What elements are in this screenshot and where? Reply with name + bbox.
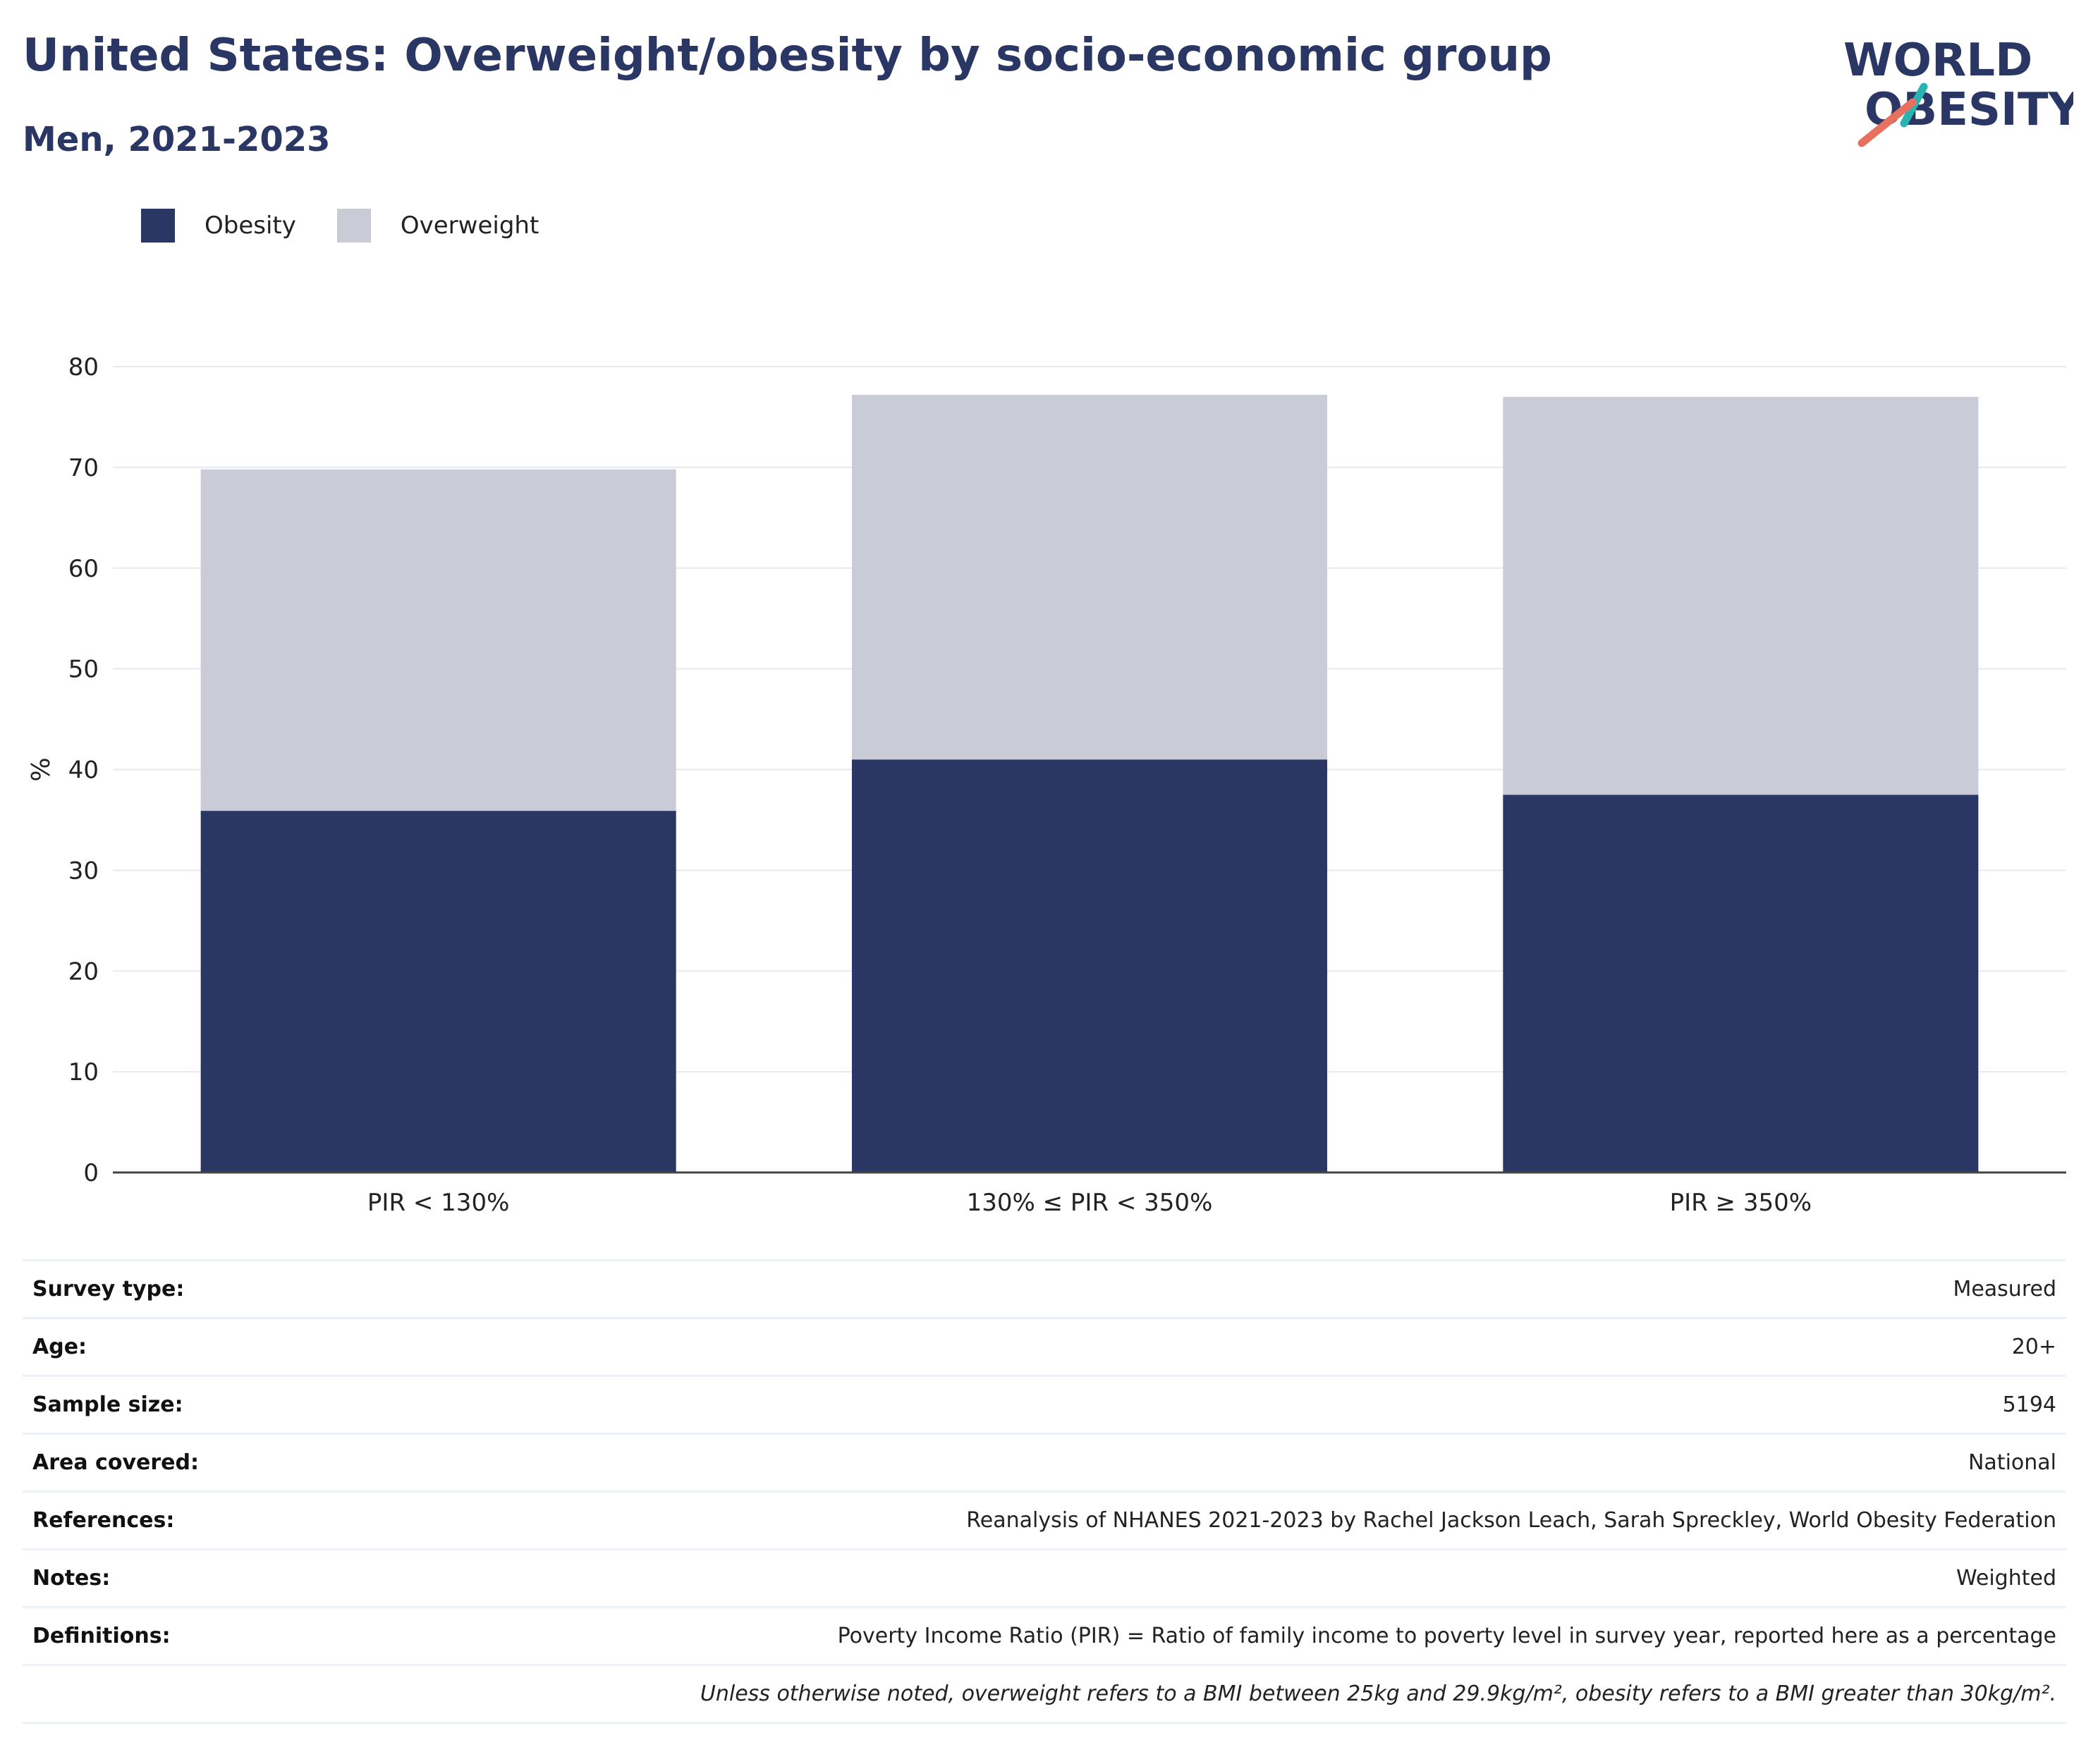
chart-title: United States: Overweight/obesity by soc…: [23, 30, 1552, 82]
chart-legend: Obesity Overweight: [141, 209, 580, 243]
logo-slash-coral: [1858, 98, 1917, 147]
bar-obesity-1: [851, 759, 1328, 1172]
info-row-value: National: [1968, 1450, 2056, 1475]
legend-item-overweight[interactable]: Overweight: [336, 209, 539, 243]
logo-line2: OBESITY: [1865, 84, 2073, 136]
bmi-definition-footnote: Unless otherwise noted, overweight refer…: [700, 1682, 2056, 1706]
y-tick-label: 40: [68, 757, 99, 785]
bar-obesity-2: [1503, 795, 1979, 1172]
info-row: Area covered: National: [23, 1434, 2066, 1492]
x-tick-label: 130% ≤ PIR < 350%: [967, 1189, 1213, 1217]
logo-line1: WORLD: [1843, 35, 2032, 87]
legend-swatch-overweight: [336, 209, 371, 243]
y-tick-label: 20: [68, 957, 99, 986]
y-tick-label: 0: [83, 1159, 99, 1187]
info-row-value: 20+: [2011, 1335, 2056, 1359]
info-row: Notes: Weighted: [23, 1550, 2066, 1607]
info-row-label: Survey type:: [32, 1277, 185, 1301]
legend-swatch-obesity: [141, 209, 175, 243]
bar-overweight-0: [200, 469, 676, 811]
y-tick-label: 50: [68, 656, 99, 684]
footnote-row: Unless otherwise noted, overweight refer…: [23, 1665, 2066, 1723]
x-tick-label: PIR ≥ 350%: [1670, 1189, 1812, 1217]
info-row-label: Sample size:: [32, 1392, 183, 1417]
info-row-label: Notes:: [32, 1566, 111, 1591]
info-row-value: 5194: [2002, 1392, 2056, 1417]
y-tick-label: 30: [68, 857, 99, 885]
info-row: Definitions: Poverty Income Ratio (PIR) =…: [23, 1607, 2066, 1665]
info-row-label: Definitions:: [32, 1624, 171, 1648]
bar-overweight-2: [1503, 396, 1979, 795]
info-row-label: Age:: [32, 1335, 87, 1359]
info-row-label: Area covered:: [32, 1450, 199, 1475]
y-tick-label: 80: [68, 353, 99, 381]
legend-label-obesity: Obesity: [205, 212, 296, 240]
info-row: Age: 20+: [23, 1318, 2066, 1376]
info-row-value: Measured: [1953, 1277, 2056, 1301]
x-tick-label: PIR < 130%: [367, 1189, 509, 1217]
info-row: Sample size: 5194: [23, 1376, 2066, 1434]
chart-subtitle: Men, 2021-2023: [23, 120, 331, 159]
info-row-value: Reanalysis of NHANES 2021-2023 by Rachel…: [966, 1508, 2056, 1533]
legend-item-obesity[interactable]: Obesity: [141, 209, 296, 243]
y-tick-label: 10: [68, 1058, 99, 1086]
y-tick-label: 60: [68, 555, 99, 583]
info-row: References: Reanalysis of NHANES 2021-202…: [23, 1492, 2066, 1550]
info-row: Survey type: Measured: [23, 1260, 2066, 1318]
legend-label-overweight: Overweight: [400, 212, 539, 240]
world-obesity-logo: WORLD OBESITY: [1843, 35, 2073, 147]
stacked-bar-chart: 0 10 20 30 40 50 60 70 80% PIR < 130% 130% ≤ PIR <…: [27, 353, 2066, 1217]
y-tick-label: 70: [68, 454, 99, 482]
bar-overweight-1: [851, 395, 1328, 760]
info-row-value: Poverty Income Ratio (PIR) = Ratio of fa…: [837, 1624, 2056, 1648]
survey-info-table: Survey type: Measured Age: 20+ Sample size: 5…: [23, 1259, 2066, 1724]
y-axis-title: %: [27, 757, 56, 781]
info-row-label: References:: [32, 1508, 175, 1533]
info-row-value: Weighted: [1956, 1566, 2056, 1591]
bar-obesity-0: [200, 811, 676, 1172]
